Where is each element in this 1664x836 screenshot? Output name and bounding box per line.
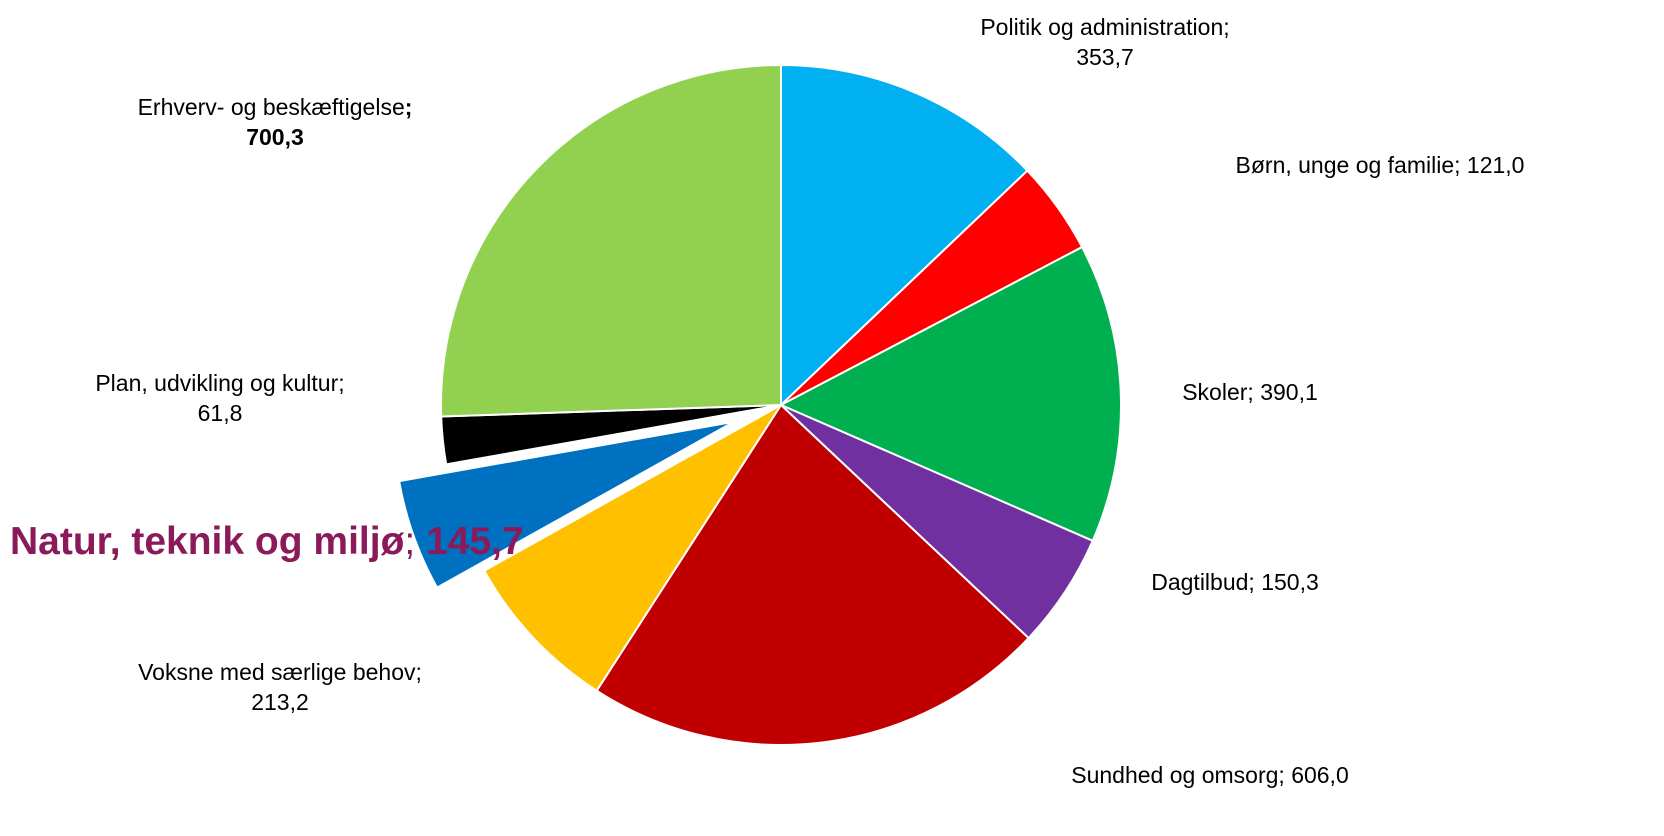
slice-label-boern: Børn, unge og familie; 121,0 [1235,152,1525,178]
pie-slice-4 [595,403,1030,746]
pie-slice-5 [482,404,782,693]
pie-slice-8 [440,63,782,418]
slice-label-dagtilbud: Dagtilbud; 150,3 [1151,569,1319,595]
slice-label-voksne: Voksne med særlige behov; 213,2 [138,659,422,715]
slice-label-plan: Plan, udvikling og kultur; 61,8 [95,370,345,426]
slice-label-skoler: Skoler; 390,1 [1182,379,1318,405]
slice-label-politik: Politik og administration; 353,7 [980,14,1230,70]
slice-label-sundhed: Sundhed og omsorg; 606,0 [1071,762,1349,788]
pie-slice-0 [780,63,1029,408]
slice-label-natur: Natur, teknik og miljø; 145,7 [10,520,524,563]
pie-slice-6 [397,420,735,589]
pie-slice-2 [778,245,1122,543]
slice-label-erhverv: Erhverv- og beskæftigelse; 700,3 [137,94,413,150]
